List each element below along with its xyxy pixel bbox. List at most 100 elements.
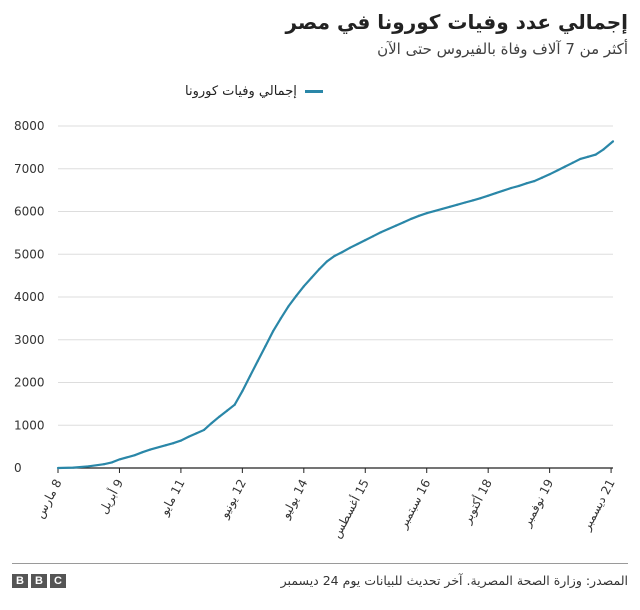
data-point	[563, 165, 567, 168]
bbc-logo-letter: B	[31, 574, 47, 588]
data-point	[356, 242, 359, 246]
data-point	[341, 251, 344, 254]
data-point	[456, 203, 459, 206]
footer-divider	[12, 563, 628, 564]
data-point	[179, 439, 183, 442]
data-point	[287, 305, 290, 308]
data-point	[187, 435, 190, 438]
bbc-logo-letter: B	[12, 574, 28, 588]
data-point	[510, 186, 513, 190]
data-point	[556, 169, 559, 172]
legend-swatch	[304, 90, 323, 93]
data-point	[364, 239, 367, 242]
gridlines	[58, 125, 613, 426]
data-point	[133, 454, 136, 457]
data-point	[318, 268, 321, 271]
data-point	[218, 415, 221, 418]
data-point	[87, 465, 90, 468]
y-tick-label: 3000	[14, 333, 45, 347]
bbc-logo: B B C	[12, 574, 66, 588]
y-tick-label: 1000	[14, 418, 45, 432]
data-point	[417, 214, 421, 217]
y-tick-label: 5000	[14, 247, 45, 261]
x-tick-label: 12 يونيو	[217, 477, 250, 522]
data-point	[118, 458, 121, 461]
x-tick-label: 8 مارس	[33, 477, 66, 521]
data-point	[448, 205, 451, 208]
x-tick-label: 19 نوفمبر	[519, 477, 557, 530]
data-point	[164, 444, 167, 447]
line-chart: 0 1000 2000 3000 4000 5000 6000 7000 8000 8 مارس…	[14, 119, 619, 541]
data-point	[602, 148, 605, 151]
data-point	[540, 176, 544, 179]
data-point	[533, 180, 536, 183]
data-point	[410, 217, 413, 220]
data-point	[548, 173, 551, 176]
x-tick-label: 9 أبريل	[95, 476, 127, 516]
data-point	[487, 194, 490, 197]
x-tick-label: 21 ديسمبر	[579, 477, 619, 534]
bbc-logo-letter: C	[50, 574, 66, 588]
data-point	[233, 403, 236, 406]
data-point	[479, 197, 482, 200]
data-point	[279, 317, 282, 320]
data-point	[141, 451, 144, 454]
data-point	[241, 389, 244, 393]
x-tick-label: 18 أكتوبر	[459, 476, 496, 527]
data-point	[195, 432, 198, 435]
data-point	[256, 360, 259, 363]
data-point	[611, 140, 615, 143]
data-point	[225, 409, 229, 412]
data-point	[295, 295, 298, 298]
x-tick-label: 11 مايو	[157, 477, 189, 519]
data-point	[379, 231, 382, 234]
data-point	[325, 260, 328, 263]
source-note: المصدر: وزارة الصحة المصرية. آخر تحديث ل…	[280, 573, 628, 588]
data-point	[594, 153, 597, 156]
data-point	[72, 466, 75, 469]
data-point	[425, 212, 428, 215]
data-point	[525, 182, 528, 185]
data-point	[571, 161, 574, 164]
data-point	[440, 207, 444, 211]
data-point	[402, 221, 405, 224]
data-point	[56, 466, 60, 470]
legend: إجمالي وفيات كورونا	[185, 84, 323, 99]
y-tick-label: 6000	[14, 205, 45, 219]
data-point	[271, 330, 275, 333]
chart-subtitle: أكثر من 7 آلاف وفاة بالفيروس حتى الآن	[377, 40, 628, 58]
data-point	[302, 285, 305, 288]
data-point	[248, 374, 252, 378]
chart-title: إجمالي عدد وفيات كورونا في مصر	[285, 10, 628, 34]
data-point	[394, 224, 398, 227]
y-tick-label: 8000	[14, 119, 45, 133]
data-point	[102, 463, 106, 466]
series-points	[56, 140, 615, 470]
x-tick-label: 14 يوليو	[278, 477, 311, 522]
x-axis-ticks: 8 مارس 9 أبريل 11 مايو 12 يونيو 14 يوليو 15 أ…	[33, 468, 619, 541]
data-point	[172, 442, 175, 445]
data-point	[210, 422, 213, 425]
data-point	[371, 235, 375, 238]
data-point	[110, 461, 113, 464]
data-point	[310, 276, 313, 279]
data-point	[471, 199, 474, 202]
data-point	[202, 428, 206, 432]
data-point	[333, 254, 336, 258]
y-tick-label: 4000	[14, 290, 45, 304]
data-point	[264, 345, 267, 348]
legend-label: إجمالي وفيات كورونا	[185, 84, 297, 99]
x-tick-label: 15 أغسطس	[328, 476, 372, 541]
y-axis-ticks: 0 1000 2000 3000 4000 5000 6000 7000 8000	[14, 119, 45, 475]
data-point	[586, 155, 590, 158]
data-point	[579, 157, 582, 161]
y-tick-label: 7000	[14, 162, 45, 176]
y-tick-label: 2000	[14, 376, 45, 390]
y-tick-label: 0	[14, 461, 22, 475]
data-point	[494, 192, 497, 195]
data-point	[387, 227, 390, 231]
data-point	[149, 448, 152, 451]
series-line-total-deaths	[57, 140, 614, 470]
x-tick-label: 16 سبتمبر	[395, 477, 434, 532]
data-point	[464, 201, 467, 204]
